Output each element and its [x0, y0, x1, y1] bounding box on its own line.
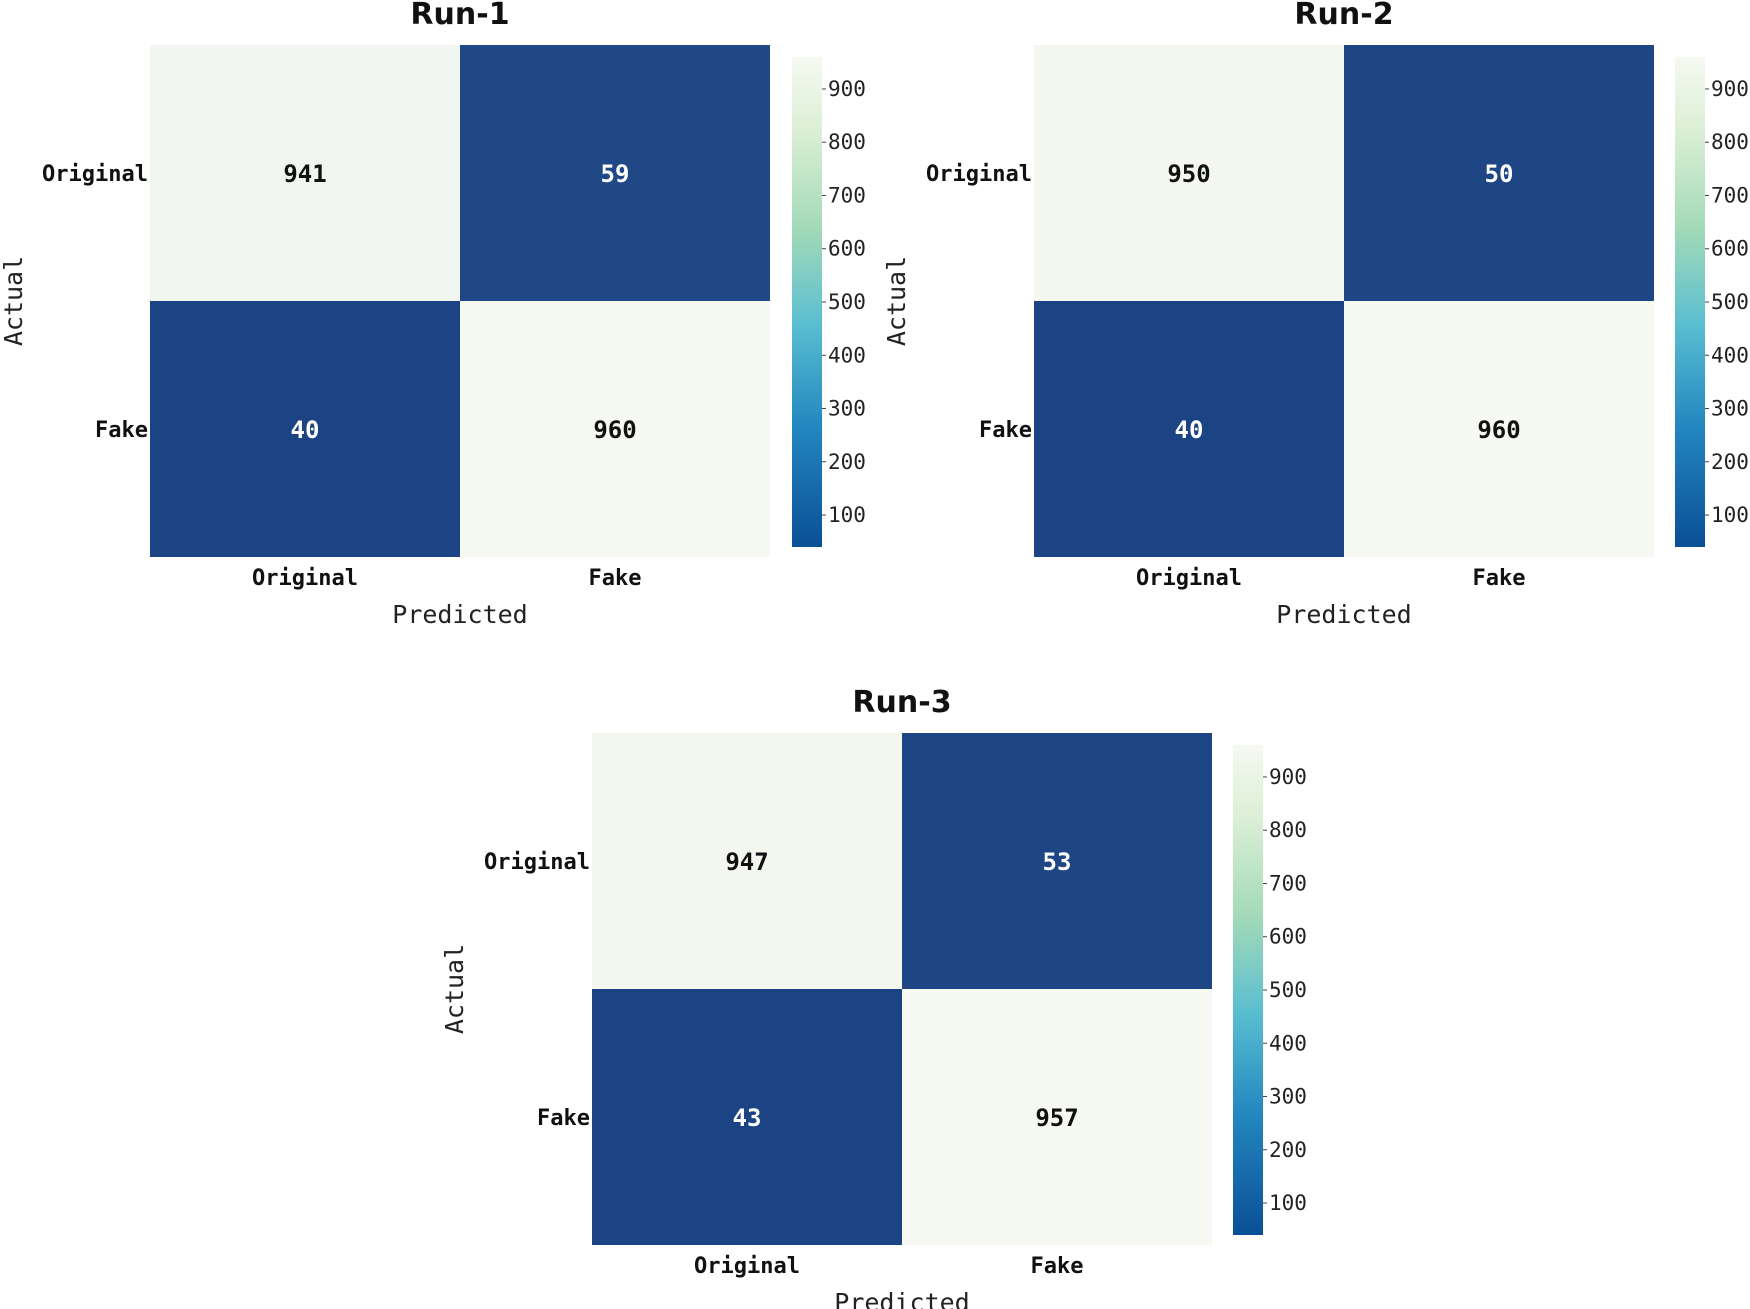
cell-value-label: 950	[1167, 160, 1210, 188]
chart-title: Run-3	[852, 685, 951, 720]
heatmap-cell	[1034, 301, 1344, 557]
x-axis-label: Predicted	[1276, 600, 1411, 629]
cell-value-label: 53	[1043, 848, 1072, 876]
colorbar-tick-label: 200	[828, 450, 866, 474]
colorbar-tick-label: 700	[828, 183, 866, 207]
y-tick-label: Fake	[979, 418, 1032, 443]
cell-value-label: 941	[283, 160, 326, 188]
colorbar-tick-label: 400	[828, 343, 866, 367]
heatmap-run-1: 941 59 40 960 Run-1 Original Fake Original Fake P…	[0, 0, 866, 629]
heatmap-run-3: 947 53 43 957 Run-3 Original Fake Original Fake P…	[440, 685, 1307, 1309]
heatmap-cell	[592, 989, 902, 1245]
cell-value-label: 43	[733, 1104, 762, 1132]
y-axis-label: Actual	[882, 256, 911, 346]
cell-value-label: 59	[601, 160, 630, 188]
y-axis-label: Actual	[440, 944, 469, 1034]
x-tick-label: Original	[252, 566, 358, 591]
heatmap-cell	[460, 45, 770, 301]
chart-title: Run-2	[1294, 0, 1393, 32]
heatmap-cell	[150, 45, 460, 301]
colorbar	[792, 57, 822, 547]
colorbar-tick-label: 500	[828, 290, 866, 314]
colorbar-tick-label: 300	[828, 397, 866, 421]
cell-value-label: 947	[725, 848, 768, 876]
colorbar-tick-label: 800	[1269, 818, 1307, 842]
heatmap-cell	[1034, 45, 1344, 301]
colorbar-tick-label: 800	[828, 130, 866, 154]
y-axis-label: Actual	[0, 256, 28, 346]
colorbar-tick-label: 500	[1711, 290, 1749, 314]
y-tick-label: Original	[484, 850, 590, 875]
colorbar-tick-label: 600	[1269, 925, 1307, 949]
colorbar-tick-label: 700	[1269, 871, 1307, 895]
chart-title: Run-1	[410, 0, 509, 32]
colorbar-tick-label: 200	[1269, 1138, 1307, 1162]
x-tick-label: Original	[694, 1254, 800, 1279]
colorbar-tick-label: 600	[828, 237, 866, 261]
cell-value-label: 957	[1035, 1104, 1078, 1132]
x-tick-label: Original	[1136, 566, 1242, 591]
heatmap-cell	[460, 301, 770, 557]
colorbar-tick-label: 600	[1711, 237, 1749, 261]
cell-value-label: 50	[1485, 160, 1514, 188]
x-tick-label: Fake	[1473, 566, 1526, 591]
heatmap-run-2: 950 50 40 960 Run-2 Original Fake Original Fake P…	[882, 0, 1749, 629]
heatmap-cell	[902, 733, 1212, 989]
colorbar-tick-label: 900	[1711, 77, 1749, 101]
colorbar-tick-label: 300	[1269, 1085, 1307, 1109]
colorbar-tick-label: 400	[1711, 343, 1749, 367]
heatmap-cell	[592, 733, 902, 989]
colorbar-tick-label: 800	[1711, 130, 1749, 154]
heatmap-cell	[1344, 301, 1654, 557]
y-tick-label: Original	[926, 162, 1032, 187]
colorbar-tick-label: 100	[1711, 503, 1749, 527]
colorbar-tick-label: 700	[1711, 183, 1749, 207]
colorbar-tick-label: 100	[1269, 1191, 1307, 1215]
colorbar-tick-label: 300	[1711, 397, 1749, 421]
heatmap-cell	[902, 989, 1212, 1245]
y-tick-label: Fake	[537, 1106, 590, 1131]
heatmap-cell	[1344, 45, 1654, 301]
x-tick-label: Fake	[1031, 1254, 1084, 1279]
colorbar-tick-label: 100	[828, 503, 866, 527]
y-tick-label: Fake	[95, 418, 148, 443]
colorbar-tick-label: 200	[1711, 450, 1749, 474]
x-axis-label: Predicted	[392, 600, 527, 629]
colorbar-tick-label: 900	[828, 77, 866, 101]
x-tick-label: Fake	[589, 566, 642, 591]
y-tick-label: Original	[42, 162, 148, 187]
colorbar-tick-label: 400	[1269, 1031, 1307, 1055]
colorbar	[1675, 57, 1705, 547]
cell-value-label: 40	[1175, 416, 1204, 444]
colorbar-tick-label: 900	[1269, 765, 1307, 789]
colorbar-tick-label: 500	[1269, 978, 1307, 1002]
x-axis-label: Predicted	[834, 1288, 969, 1309]
cell-value-label: 40	[291, 416, 320, 444]
colorbar	[1233, 745, 1263, 1235]
cell-value-label: 960	[1477, 416, 1520, 444]
heatmap-cell	[150, 301, 460, 557]
cell-value-label: 960	[593, 416, 636, 444]
